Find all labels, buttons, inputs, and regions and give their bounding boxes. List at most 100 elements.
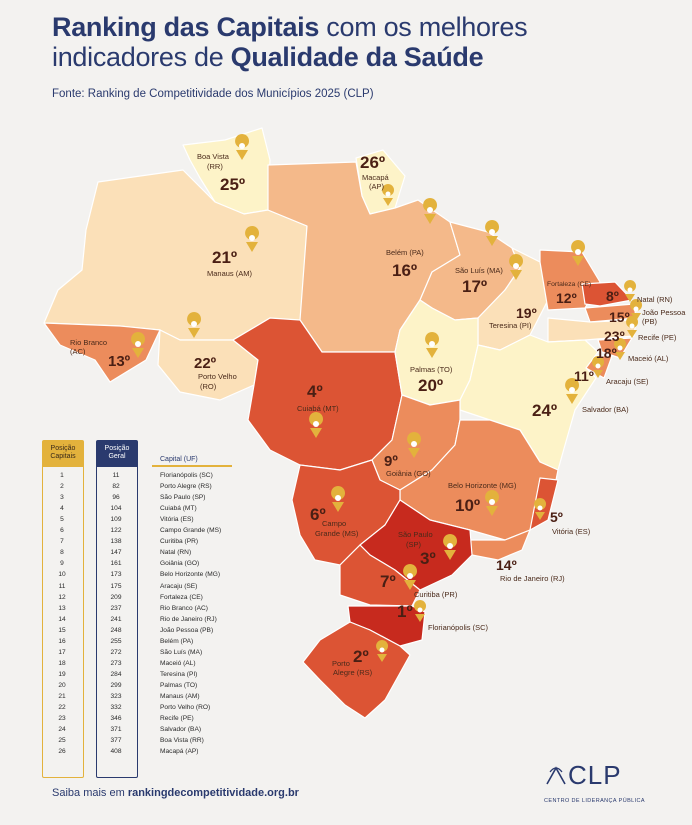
table-cell-geral: 209	[110, 593, 122, 601]
rank-florianopolis: 1º	[397, 602, 413, 621]
table-cell-capital: Manaus (AM)	[160, 693, 200, 700]
table-cell-geral: 346	[110, 715, 122, 723]
table-cell-posicao: 5	[60, 516, 64, 524]
table-cell-capital: Vitória (ES)	[160, 516, 194, 524]
rank-curitiba: 7º	[380, 572, 396, 591]
rank-maceio: 18º	[596, 345, 617, 361]
pin-icon	[425, 332, 440, 358]
table-cell-geral: 323	[110, 693, 122, 700]
header-capital: Capital (UF)	[160, 456, 198, 463]
table-cell-geral: 237	[110, 604, 122, 612]
table-cell-geral: 332	[110, 704, 122, 712]
label-fortaleza: Fortaleza (CE)	[547, 281, 591, 288]
table-cell-capital: Aracaju (SE)	[160, 582, 198, 590]
title-text-2: indicadores de	[52, 42, 231, 72]
pin-icon	[624, 280, 637, 302]
table-cell-capital: Fortaleza (CE)	[160, 593, 203, 601]
table-cell-posicao: 6	[60, 527, 64, 535]
pin-icon	[131, 332, 146, 358]
table-cell-posicao: 20	[58, 681, 66, 689]
pin-icon	[485, 220, 500, 246]
footer-link[interactable]: rankingdecompetitividade.org.br	[127, 787, 299, 799]
table-cell-capital: Rio de Janeiro (RJ)	[160, 615, 217, 623]
table-cell-geral: 173	[110, 571, 122, 579]
label-belo-horizonte: Belo Horizonte (MG)	[448, 481, 517, 490]
table-cell-posicao: 19	[58, 670, 66, 678]
state-rn	[581, 281, 633, 307]
state-ac	[43, 322, 161, 383]
label-porto-alegre: Porto	[332, 659, 350, 668]
table-cell-capital: Porto Alegre (RS)	[160, 483, 212, 491]
table-cell-posicao: 3	[60, 494, 64, 502]
title-highlight-2: Qualidade da Saúde	[230, 42, 484, 72]
label-boa-vista: Boa Vista	[197, 152, 230, 161]
table-cell-capital: São Luís (MA)	[160, 648, 203, 656]
table-cell-posicao: 26	[58, 748, 66, 756]
label-campo-grande: Campo	[322, 519, 346, 528]
table-cell-geral: 104	[110, 505, 122, 513]
table-cell-geral: 175	[110, 582, 122, 590]
pin-icon	[614, 338, 627, 360]
table-cell-geral: 138	[110, 538, 122, 546]
label-palmas: Palmas (TO)	[410, 365, 453, 374]
pin-icon	[309, 412, 324, 438]
table-cell-geral: 147	[110, 549, 122, 557]
rank-belem: 16º	[392, 261, 417, 280]
pins-layer	[131, 134, 643, 662]
table-cell-capital: Maceió (AL)	[160, 659, 196, 667]
label-porto-alegre-uf: Alegre (RS)	[333, 668, 373, 677]
pin-icon	[443, 534, 458, 560]
table-cell-capital: Macapá (AP)	[160, 748, 199, 756]
label-manaus: Manaus (AM)	[207, 269, 253, 278]
label-joao-pessoa-uf: (PB)	[642, 317, 658, 326]
title-text-1: com os melhores	[319, 12, 528, 42]
table-cell-geral: 109	[110, 516, 122, 524]
label-florianopolis: Florianópolis (SC)	[428, 623, 489, 632]
rank-vitoria: 5º	[550, 509, 563, 525]
table-cell-geral: 122	[110, 527, 122, 535]
label-rio-branco: Rio Branco	[70, 338, 107, 347]
label-macapa: Macapá	[362, 173, 390, 182]
pin-icon	[571, 240, 586, 266]
clp-logo-subtitle: CENTRO DE LIDERANÇA PÚBLICA	[544, 798, 645, 804]
rank-macapa: 26º	[360, 153, 385, 172]
label-natal: Natal (RN)	[637, 295, 673, 304]
label-porto-velho: Porto Velho	[198, 372, 237, 381]
label-sao-luis: São Luís (MA)	[455, 266, 503, 275]
table-cell-capital: Natal (RN)	[160, 549, 192, 557]
pin-icon	[331, 486, 346, 512]
table-cell-posicao: 23	[58, 715, 66, 723]
rank-palmas: 20º	[418, 376, 443, 395]
table-cell-posicao: 17	[58, 648, 66, 656]
label-belem: Belém (PA)	[386, 248, 424, 257]
pin-icon	[534, 498, 547, 520]
rank-manaus: 21º	[212, 248, 237, 267]
label-cuiaba: Cuiabá (MT)	[297, 404, 339, 413]
rank-porto-alegre: 2º	[353, 647, 369, 666]
header-capital-underline	[152, 465, 232, 467]
label-sao-paulo: São Paulo	[398, 530, 433, 539]
pin-icon	[414, 600, 427, 622]
page-title: Ranking das Capitais com os melhores ind…	[52, 12, 652, 72]
rank-salvador: 24º	[532, 401, 557, 420]
table-cell-geral: 82	[112, 483, 120, 491]
table-cell-capital: Belo Horizonte (MG)	[160, 571, 221, 579]
table-cell-geral: 11	[112, 472, 120, 479]
rank-belo-horizonte: 10º	[455, 496, 480, 515]
table-cell-geral: 241	[110, 615, 122, 623]
table-cell-posicao: 9	[60, 560, 64, 568]
rank-cuiaba: 4º	[307, 382, 323, 401]
table-cell-capital: Rio Branco (AC)	[160, 604, 209, 612]
rank-goiania: 9º	[384, 453, 398, 470]
rank-fortaleza: 12º	[556, 290, 577, 306]
rank-natal: 8º	[606, 288, 619, 304]
clp-logo-icon	[546, 766, 566, 785]
pin-icon	[630, 299, 643, 321]
pin-icon	[245, 226, 260, 252]
table-cell-capital: Porto Velho (RO)	[160, 704, 211, 712]
table-cell-geral: 408	[110, 748, 122, 756]
table-cell-capital: Salvador (BA)	[160, 726, 202, 734]
label-sao-paulo-uf: (SP)	[406, 540, 422, 549]
